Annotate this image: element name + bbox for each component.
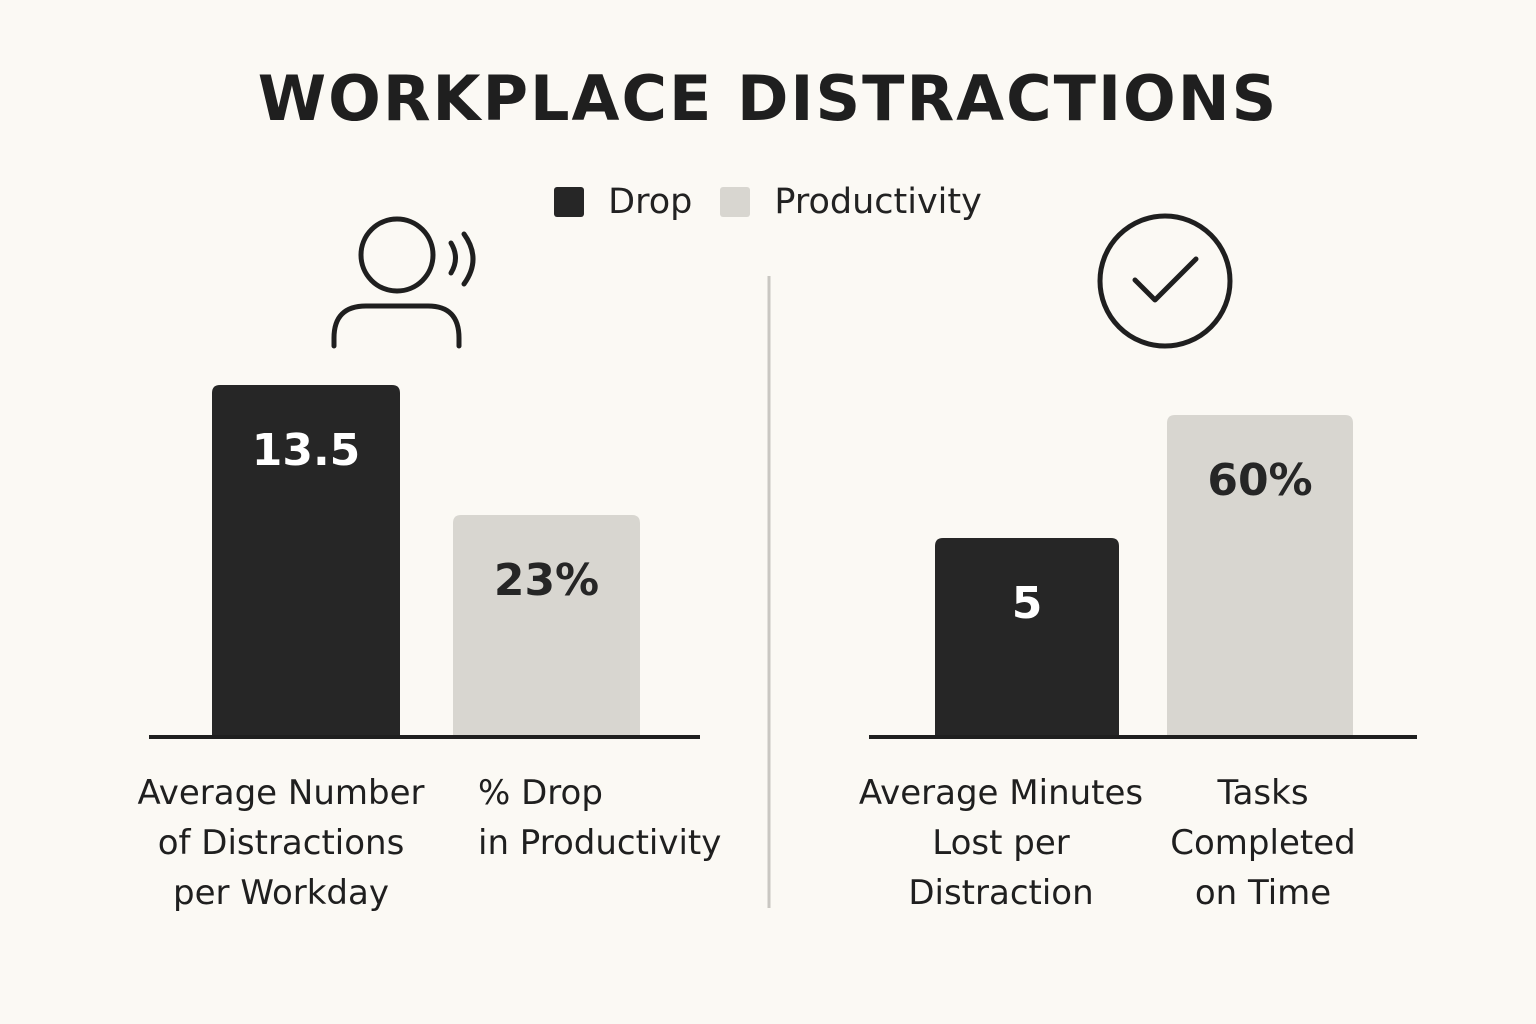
legend: Drop Productivity [0,182,1536,222]
category-label-line: in Productivity [478,823,722,863]
category-label-1-1: Tasks Completed on Time [1063,768,1463,918]
category-label-line: Average Minutes [858,773,1144,813]
bar-1-0 [935,538,1119,735]
category-label-line: Lost per [932,823,1070,863]
category-label-0-0: Average Number of Distractions per Workday [81,768,481,918]
legend-label-drop: Drop [608,182,693,222]
bar-0-1 [453,515,640,735]
category-label-line: of Distractions [157,823,405,863]
legend-item-drop: Drop [554,182,692,222]
category-label-0-1: % Drop in Productivity [478,768,721,868]
category-label-line: per Workday [173,873,389,913]
bar-value-label-0-1: 23% [494,555,599,606]
category-label-line: % Drop [478,773,603,813]
chart-title: WORKPLACE DISTRACTIONS [257,62,1279,135]
legend-label-productivity: Productivity [774,182,982,222]
legend-item-productivity: Productivity [720,182,982,222]
category-label-line: Average Number [137,773,425,813]
checkmark-circle-icon [1097,213,1233,349]
legend-swatch-drop [554,187,585,217]
category-label-1-0: Average Minutes Lost per Distraction [801,768,1201,918]
bar-value-label-0-0: 13.5 [252,425,361,476]
legend-swatch-productivity [720,187,751,217]
category-label-line: Completed [1170,823,1356,863]
category-label-line: on Time [1194,873,1332,913]
bar-value-label-1-0: 5 [1012,578,1043,629]
category-label-line: Tasks [1217,773,1309,813]
bar-1-1 [1167,415,1353,735]
bar-0-0 [212,385,400,735]
category-label-line: Distraction [908,873,1094,913]
bar-value-label-1-1: 60% [1207,455,1312,506]
person-speaking-icon [331,216,476,349]
